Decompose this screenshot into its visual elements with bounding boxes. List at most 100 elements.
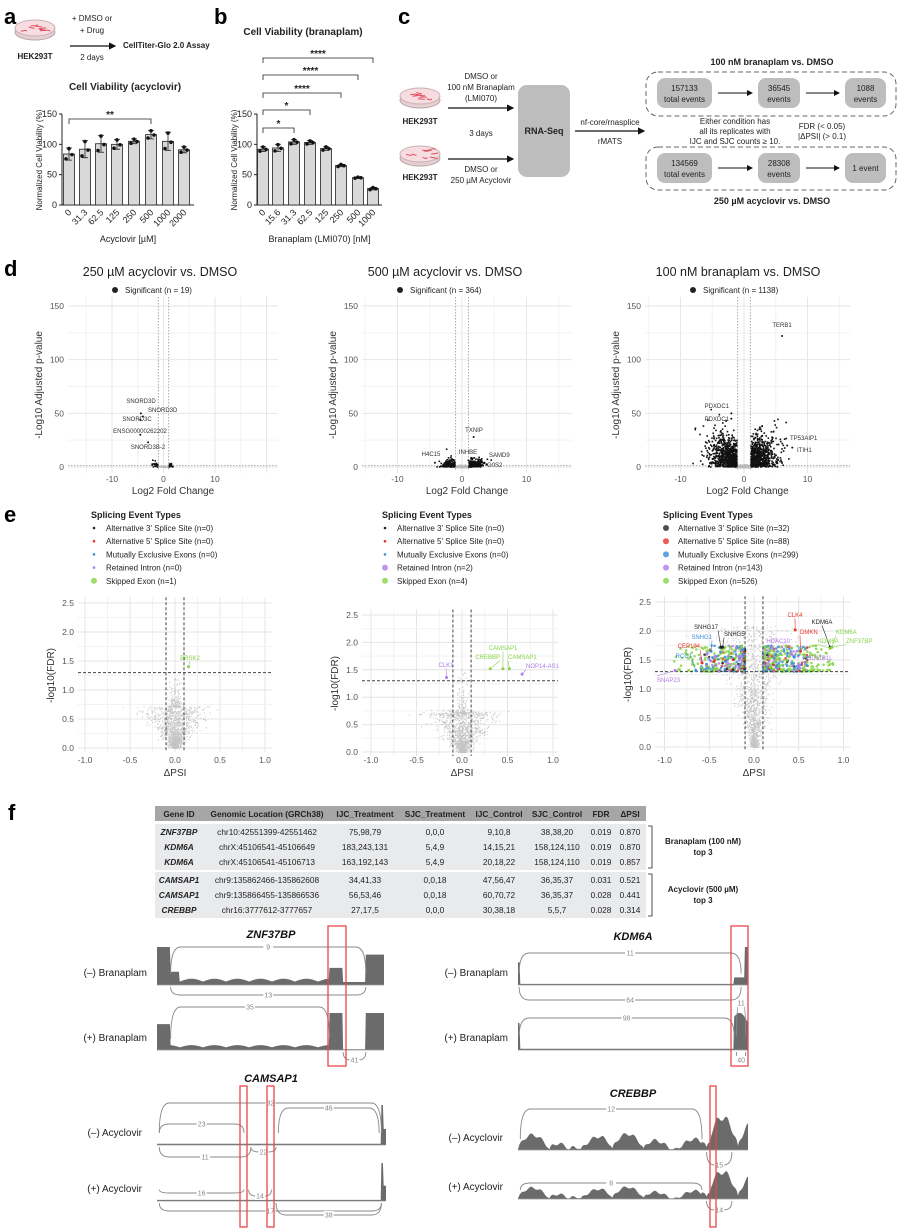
- significant-point: [711, 440, 714, 443]
- significant-point: [694, 427, 697, 430]
- significant-point: [490, 459, 493, 461]
- y-axis-label: -Log10 Adjusted p-value: [611, 331, 622, 439]
- significant-point: [753, 454, 756, 456]
- significant-point: [728, 458, 730, 460]
- significant-point: [772, 457, 775, 460]
- nonsignificant-point: [739, 464, 741, 466]
- significant-point: [714, 457, 716, 459]
- replicate-point: [339, 162, 343, 167]
- significant-point: [759, 464, 762, 467]
- significant-point: [764, 448, 767, 451]
- significant-point: [759, 452, 761, 454]
- significant-point: [731, 463, 733, 465]
- replicate-point: [371, 185, 375, 190]
- significant-point: [763, 432, 766, 434]
- significant-point: [757, 462, 759, 465]
- nonsignificant-point: [158, 465, 160, 467]
- significant-point: [766, 460, 768, 462]
- significant-point: [766, 463, 769, 466]
- legend-marker: [92, 566, 96, 569]
- significant-point: [729, 448, 732, 451]
- significant-point: [730, 451, 733, 453]
- bar: [145, 134, 157, 206]
- significant-point: [727, 439, 729, 441]
- significant-point: [752, 460, 755, 463]
- significant-point: [733, 450, 736, 453]
- cell-mark: [429, 156, 438, 160]
- significant-point: [720, 440, 722, 443]
- significant-point: [773, 420, 776, 422]
- significant-point: [448, 461, 451, 463]
- significant-point: [722, 451, 724, 454]
- significant-point: [750, 435, 752, 438]
- significant-point: [756, 433, 759, 436]
- significant-point: [769, 452, 771, 455]
- branaplam-flow-box: [645, 71, 897, 117]
- significant-point: [712, 452, 715, 455]
- significant-point: [477, 465, 480, 468]
- significant-point: [474, 464, 477, 467]
- y-tick-label: 100: [50, 355, 64, 365]
- significant-point: [152, 466, 155, 468]
- significant-point: [730, 439, 733, 442]
- significant-point: [727, 451, 730, 454]
- y-tick-label: 2.0: [62, 627, 74, 637]
- nonsignificant-point: [746, 465, 748, 467]
- replicate-point: [324, 145, 328, 149]
- y-tick-label: 150: [237, 109, 252, 119]
- significant-point: [715, 452, 718, 455]
- significant-point: [734, 445, 736, 448]
- significant-point: [731, 434, 733, 437]
- significant-point: [727, 453, 729, 456]
- replicate-point: [146, 136, 150, 140]
- significant-point: [766, 462, 769, 464]
- significant-point: [720, 434, 723, 436]
- significant-point: [763, 460, 765, 462]
- significant-point: [725, 434, 728, 437]
- significant-point: [713, 427, 715, 429]
- significant-point: [726, 442, 728, 444]
- significant-point: [447, 457, 450, 459]
- significant-point: [734, 440, 737, 442]
- significant-point: [764, 463, 766, 466]
- significant-point: [722, 464, 725, 467]
- significant-point: [765, 446, 768, 448]
- significant-point: [754, 450, 757, 452]
- significant-point: [751, 442, 754, 445]
- significant-point: [774, 424, 777, 426]
- significant-point: [753, 444, 755, 447]
- significant-point: [728, 450, 730, 452]
- x-tick-label: -10: [391, 474, 404, 484]
- bar: [320, 148, 332, 206]
- bar: [352, 177, 364, 206]
- significant-point: [761, 448, 764, 451]
- nonsignificant-point: [456, 466, 458, 468]
- y-axis-label: -Log10 Adjusted p-value: [34, 331, 45, 439]
- significant-point: [716, 460, 719, 463]
- significant-point: [733, 463, 736, 466]
- significant-point: [771, 460, 773, 463]
- significant-point: [720, 432, 723, 434]
- significant-point: [445, 465, 447, 467]
- significant-point: [751, 463, 754, 466]
- significant-point: [732, 463, 735, 465]
- significant-point: [721, 451, 723, 454]
- significant-point: [714, 448, 717, 451]
- significant-point: [731, 455, 734, 457]
- significant-point: [713, 452, 716, 455]
- significant-point: [725, 459, 728, 462]
- significant-point: [729, 452, 731, 455]
- significant-point: [766, 450, 769, 453]
- significant-point: [481, 461, 484, 464]
- event-count: 36545: [768, 84, 791, 93]
- replicate-point: [264, 147, 268, 152]
- significant-point: [764, 454, 767, 457]
- significant-point: [479, 462, 482, 464]
- significant-point: [733, 457, 735, 460]
- significant-point: [762, 461, 764, 463]
- significant-point: [722, 434, 725, 437]
- significant-point: [728, 437, 731, 440]
- nonsignificant-point: [458, 466, 460, 468]
- significant-point: [754, 459, 756, 462]
